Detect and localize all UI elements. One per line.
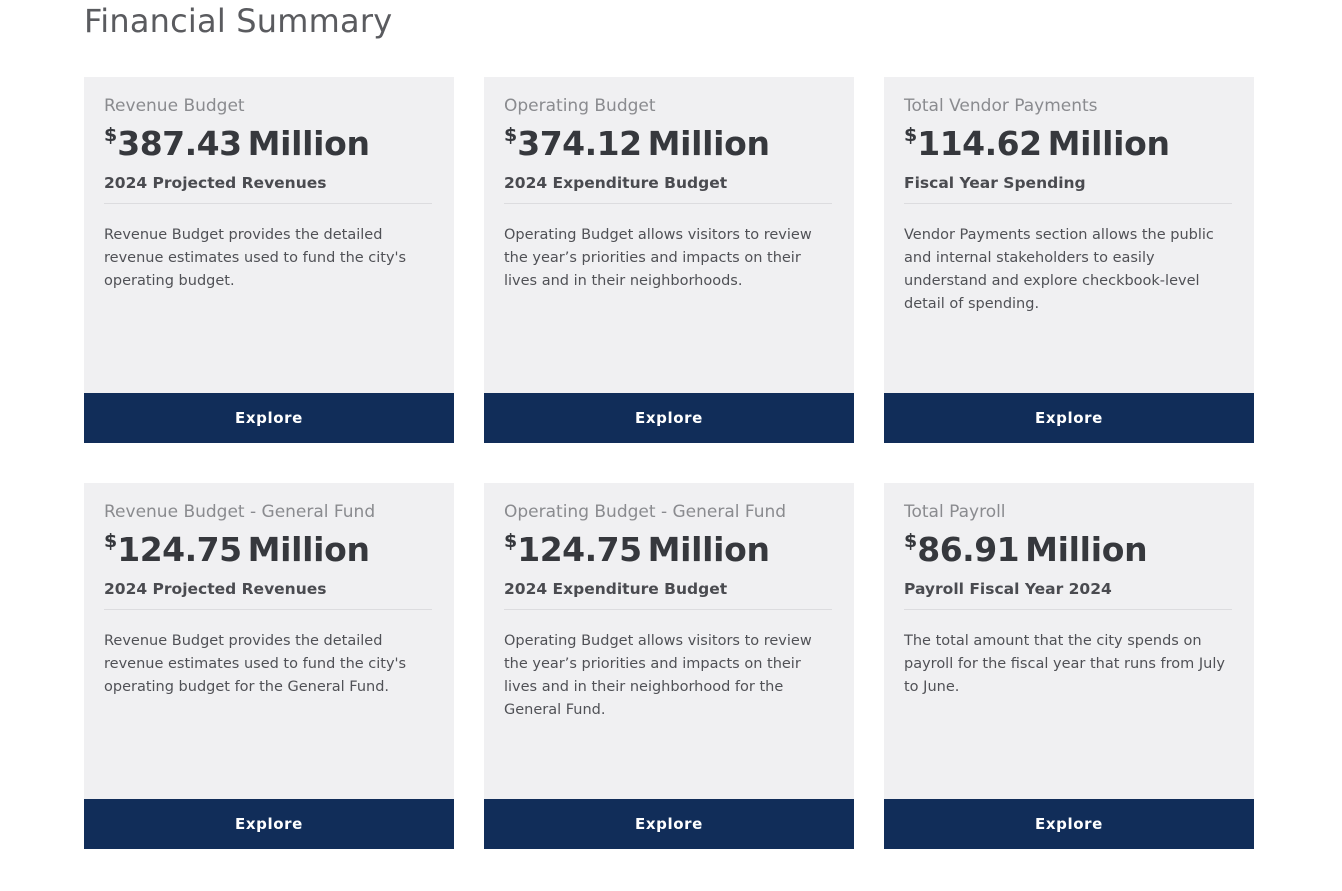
card-title: Operating Budget - General Fund xyxy=(504,502,787,522)
card-title: Revenue Budget - General Fund xyxy=(104,502,376,522)
amount-value: 374.12 xyxy=(517,124,642,163)
card-subtitle: 2024 Projected Revenues xyxy=(104,173,432,204)
card-title: Total Vendor Payments xyxy=(904,96,1098,116)
explore-button[interactable]: Explore xyxy=(84,393,454,443)
card-description: Operating Budget allows visitors to revi… xyxy=(504,227,812,289)
currency-symbol: $ xyxy=(904,530,918,552)
card-total-payroll: Total Payroll $ 86.91 Million Payroll Fi… xyxy=(884,483,1254,849)
card-revenue-budget-general-fund: Revenue Budget - General Fund $ 124.75 M… xyxy=(84,483,454,849)
amount-value: 124.75 xyxy=(517,530,642,569)
currency-symbol: $ xyxy=(104,530,118,552)
explore-button[interactable]: Explore xyxy=(484,393,854,443)
card-description: Vendor Payments section allows the publi… xyxy=(904,227,1214,312)
card-amount: $ 124.75 Million xyxy=(504,528,834,572)
amount-unit: Million xyxy=(1025,530,1148,569)
explore-button[interactable]: Explore xyxy=(884,393,1254,443)
card-amount: $ 387.43 Million xyxy=(104,122,434,166)
explore-button[interactable]: Explore xyxy=(884,799,1254,849)
explore-button[interactable]: Explore xyxy=(84,799,454,849)
card-amount: $ 124.75 Million xyxy=(104,528,434,572)
card-operating-budget-general-fund: Operating Budget - General Fund $ 124.75… xyxy=(484,483,854,849)
card-description: Revenue Budget provides the detailed rev… xyxy=(104,633,407,695)
currency-symbol: $ xyxy=(104,124,118,146)
card-subtitle: 2024 Expenditure Budget xyxy=(504,173,832,204)
card-subtitle: Payroll Fiscal Year 2024 xyxy=(904,579,1232,610)
amount-unit: Million xyxy=(247,124,370,163)
amount-value: 86.91 xyxy=(917,530,1020,569)
card-title: Revenue Budget xyxy=(104,96,245,116)
card-description: Operating Budget allows visitors to revi… xyxy=(504,633,812,718)
card-amount: $ 114.62 Million xyxy=(904,122,1234,166)
card-title: Total Payroll xyxy=(904,502,1006,522)
card-revenue-budget: Revenue Budget $ 387.43 Million 2024 Pro… xyxy=(84,77,454,443)
currency-symbol: $ xyxy=(904,124,918,146)
card-subtitle: 2024 Expenditure Budget xyxy=(504,579,832,610)
card-amount: $ 86.91 Million xyxy=(904,528,1234,572)
card-subtitle: 2024 Projected Revenues xyxy=(104,579,432,610)
card-subtitle: Fiscal Year Spending xyxy=(904,173,1232,204)
card-description: The total amount that the city spends on… xyxy=(904,633,1225,695)
card-title: Operating Budget xyxy=(504,96,656,116)
currency-symbol: $ xyxy=(504,530,518,552)
amount-value: 114.62 xyxy=(917,124,1042,163)
card-operating-budget: Operating Budget $ 374.12 Million 2024 E… xyxy=(484,77,854,443)
card-total-vendor-payments: Total Vendor Payments $ 114.62 Million F… xyxy=(884,77,1254,443)
card-amount: $ 374.12 Million xyxy=(504,122,834,166)
amount-value: 387.43 xyxy=(117,124,242,163)
amount-unit: Million xyxy=(247,530,370,569)
amount-unit: Million xyxy=(647,530,770,569)
amount-unit: Million xyxy=(647,124,770,163)
currency-symbol: $ xyxy=(504,124,518,146)
page-title: Financial Summary xyxy=(84,2,393,40)
amount-value: 124.75 xyxy=(117,530,242,569)
amount-unit: Million xyxy=(1047,124,1170,163)
explore-button[interactable]: Explore xyxy=(484,799,854,849)
card-description: Revenue Budget provides the detailed rev… xyxy=(104,227,407,289)
